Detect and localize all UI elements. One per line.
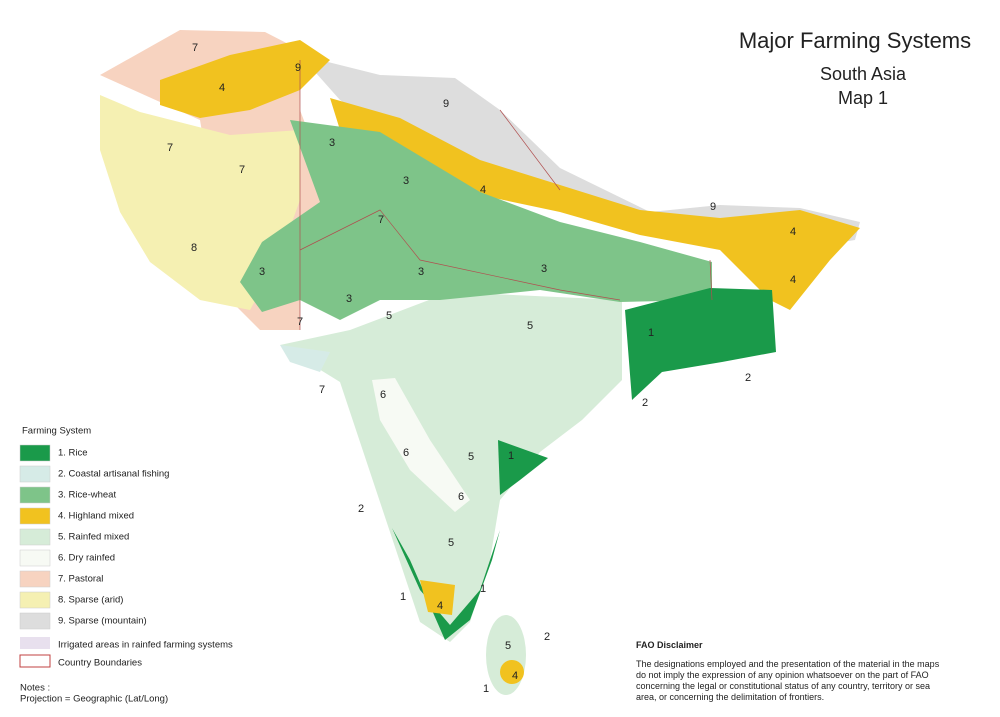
region-label: 2	[642, 397, 648, 409]
region-label: 9	[710, 201, 716, 213]
region-label: 2	[745, 372, 751, 384]
region-rice	[625, 288, 776, 400]
title: Major Farming Systems	[739, 28, 971, 53]
legend-swatch	[19, 549, 51, 567]
region-label: 6	[380, 389, 386, 401]
legend-swatch	[19, 486, 51, 504]
region-highland	[330, 98, 860, 310]
legend-label: 1. Rice	[58, 448, 88, 459]
region-label: 5	[468, 451, 474, 463]
disclaimer-line: concerning the legal or constitutional s…	[636, 681, 930, 691]
region-label: 5	[448, 537, 454, 549]
subtitle: Map 1	[838, 88, 888, 108]
region-label: 7	[167, 142, 173, 154]
region-coastal	[280, 345, 330, 372]
legend-label: 4. Highland mixed	[58, 511, 134, 522]
region-label: 2	[358, 503, 364, 515]
region-label: 7	[378, 214, 384, 226]
region-label: 6	[403, 447, 409, 459]
notes: Notes :	[20, 683, 50, 694]
legend-swatch	[19, 591, 51, 609]
region-mountain	[300, 55, 860, 252]
region-label: 3	[403, 175, 409, 187]
region-label: 4	[219, 82, 225, 94]
region-label: 7	[239, 164, 245, 176]
disclaimer-line: do not imply the expression of any opini…	[636, 670, 929, 680]
region-label: 4	[790, 274, 796, 286]
region-rainfed	[280, 292, 622, 642]
legend-label: 2. Coastal artisanal fishing	[58, 469, 169, 480]
legend-label: 7. Pastoral	[58, 574, 103, 585]
region-label: 1	[483, 683, 489, 695]
map	[100, 30, 860, 695]
region-label: 3	[541, 263, 547, 275]
region-label: 4	[437, 600, 443, 612]
region-label: 1	[648, 327, 654, 339]
region-dry	[372, 378, 470, 512]
region-label: 4	[512, 670, 518, 682]
region-label: 3	[329, 137, 335, 149]
region-label: 7	[192, 42, 198, 54]
region-rice	[498, 440, 548, 495]
region-label: 4	[480, 184, 486, 196]
country-boundary	[299, 60, 713, 330]
disclaimer-line: The designations employed and the presen…	[636, 659, 940, 669]
legend-title: Farming System	[22, 426, 91, 437]
region-rainfed	[486, 615, 526, 695]
region-arid	[100, 95, 300, 310]
legend-swatch	[19, 528, 51, 546]
region-label: 9	[443, 98, 449, 110]
region-label: 2	[544, 631, 550, 643]
subtitle: South Asia	[820, 64, 907, 84]
region-label: 5	[386, 310, 392, 322]
legend-swatch	[19, 465, 51, 483]
legend-label: 5. Rainfed mixed	[58, 532, 129, 543]
region-label: 8	[191, 242, 197, 254]
legend-label: 3. Rice-wheat	[58, 490, 116, 501]
legend-label: 9. Sparse (mountain)	[58, 616, 147, 627]
region-label: 9	[295, 62, 301, 74]
disclaimer-title: FAO Disclaimer	[636, 640, 703, 650]
region-rice-wheat	[240, 120, 712, 320]
legend: Farming System 1. Rice 2. Coastal artisan…	[19, 426, 233, 669]
legend-swatch	[19, 507, 51, 525]
region-label: 1	[508, 450, 514, 462]
legend-label: 8. Sparse (arid)	[58, 595, 123, 606]
legend-label: Country Boundaries	[58, 658, 142, 669]
region-highland	[160, 40, 330, 118]
region-label: 7	[319, 384, 325, 396]
region-label: 5	[527, 320, 533, 332]
notes: Projection = Geographic (Lat/Long)	[20, 694, 168, 705]
region-label: 7	[297, 316, 303, 328]
legend-label: 6. Dry rainfed	[58, 553, 115, 564]
legend-swatch	[20, 637, 50, 649]
legend-swatch	[19, 444, 51, 462]
legend-swatch	[19, 570, 51, 588]
legend-swatch	[19, 612, 51, 630]
region-label: 3	[418, 266, 424, 278]
region-label: 3	[346, 293, 352, 305]
disclaimer: The designations employed and the presen…	[636, 659, 940, 702]
region-label: 6	[458, 491, 464, 503]
legend-label: Irrigated areas in rainfed farming syste…	[58, 640, 233, 651]
region-label: 1	[400, 591, 406, 603]
region-label: 5	[505, 640, 511, 652]
region-label: 1	[480, 583, 486, 595]
region-label: 4	[790, 226, 796, 238]
legend-swatch	[19, 654, 51, 668]
disclaimer-line: area, or concerning the delimitation of …	[636, 692, 824, 702]
region-highland	[500, 660, 524, 684]
region-highland	[420, 580, 455, 615]
region-label: 3	[259, 266, 265, 278]
